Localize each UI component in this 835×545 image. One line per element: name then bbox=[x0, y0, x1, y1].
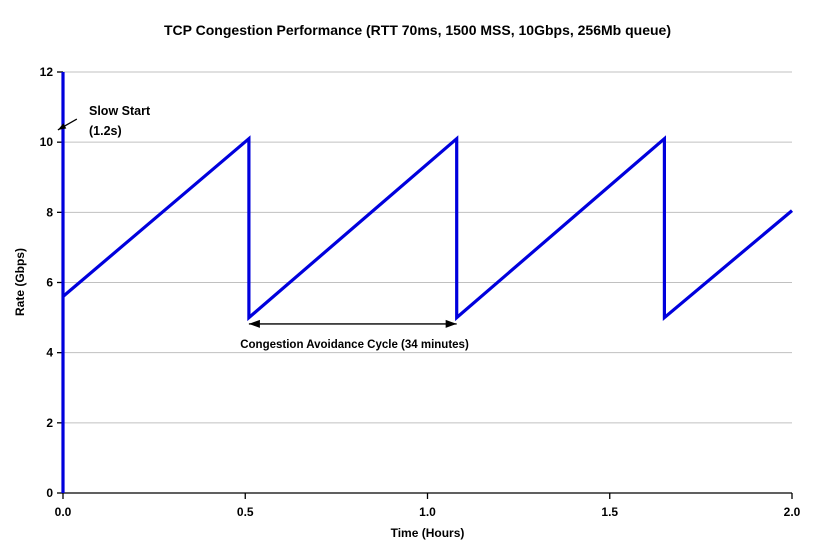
x-axis-label: Time (Hours) bbox=[390, 526, 465, 540]
y-tick-label: 6 bbox=[46, 276, 53, 290]
chart-title: TCP Congestion Performance (RTT 70ms, 15… bbox=[164, 22, 671, 38]
slow-start-annotation: Slow Start (1.2s) bbox=[89, 101, 150, 141]
series-congestion-avoidance-sawtooth bbox=[61, 135, 794, 322]
y-axis-label: Rate (Gbps) bbox=[13, 248, 27, 317]
cycle-arrow-head bbox=[248, 319, 260, 328]
slow-start-annotation-line2: (1.2s) bbox=[89, 124, 122, 138]
cycle-arrow-head bbox=[445, 319, 457, 328]
y-tick-label: 12 bbox=[40, 65, 54, 79]
x-tick-label: 1.5 bbox=[601, 505, 618, 519]
x-tick-label: 0.0 bbox=[55, 505, 72, 519]
y-tick-label: 8 bbox=[46, 205, 53, 219]
slow-start-arrow-head bbox=[57, 123, 67, 130]
y-tick-label: 4 bbox=[46, 346, 53, 360]
x-tick-label: 2.0 bbox=[784, 505, 801, 519]
y-tick-label: 10 bbox=[40, 135, 54, 149]
y-tick-label: 2 bbox=[46, 416, 53, 430]
slow-start-annotation-line1: Slow Start bbox=[89, 104, 151, 118]
y-tick-label: 0 bbox=[46, 486, 53, 500]
x-tick-label: 1.0 bbox=[419, 505, 436, 519]
x-tick-label: 0.5 bbox=[237, 505, 254, 519]
cycle-annotation: Congestion Avoidance Cycle (34 minutes) bbox=[240, 339, 469, 351]
